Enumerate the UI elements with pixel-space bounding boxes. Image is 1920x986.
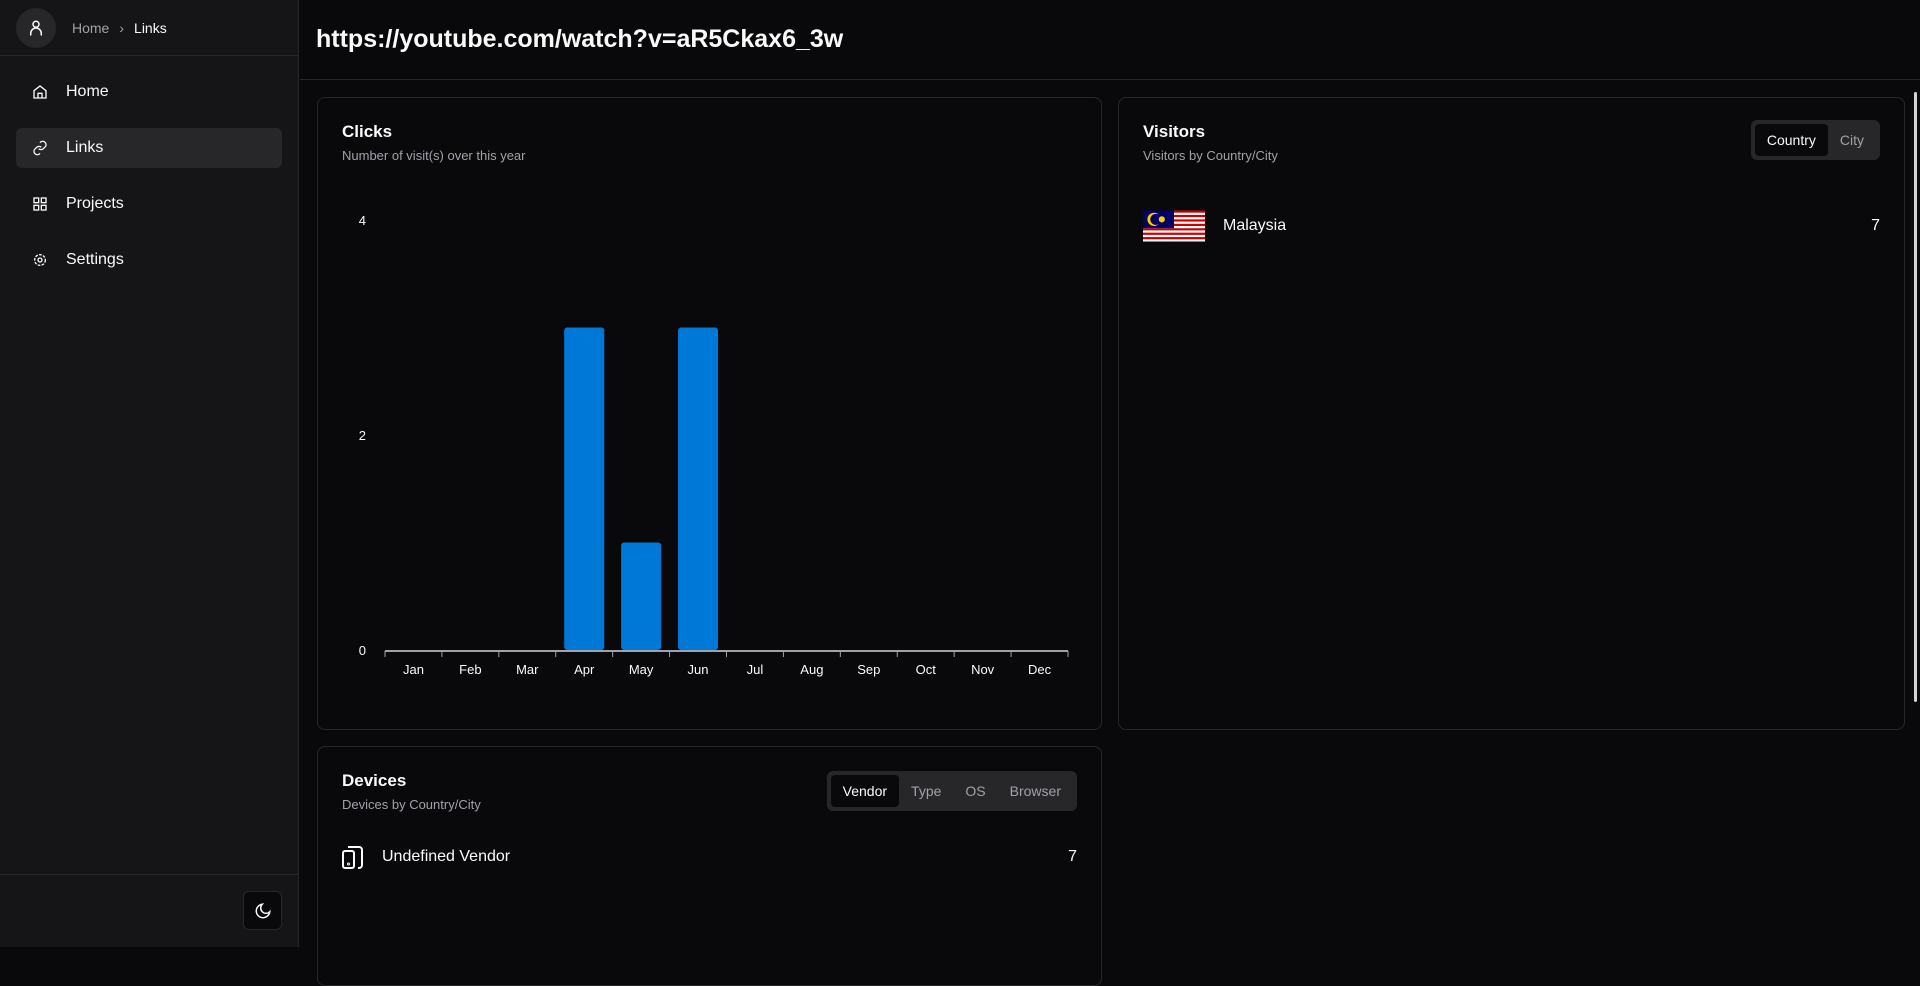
- device-icon: [342, 846, 363, 869]
- visitors-card: Visitors Visitors by Country/City Countr…: [1118, 97, 1905, 730]
- sidebar-item-label: Settings: [66, 251, 124, 268]
- avatar[interactable]: [16, 7, 56, 48]
- breadcrumb-home[interactable]: Home: [72, 19, 110, 36]
- x-tick-label: Oct: [916, 662, 937, 677]
- user-icon: [30, 20, 42, 35]
- tab-city[interactable]: City: [1839, 132, 1864, 148]
- y-tick-label: 0: [359, 643, 366, 658]
- country-name: Malaysia: [1223, 217, 1287, 234]
- x-tick-label: Jun: [688, 662, 709, 677]
- x-tick-label: May: [629, 662, 654, 677]
- vendor-name: Undefined Vendor: [382, 848, 511, 865]
- moon-icon: [255, 902, 271, 918]
- x-tick-label: Nov: [971, 662, 995, 677]
- theme-toggle-button[interactable]: [243, 891, 282, 930]
- sidebar: Home › Links Home Links Projects Setting…: [0, 0, 299, 947]
- list-item: Undefined Vendor 7: [342, 842, 1077, 872]
- home-icon: [33, 85, 47, 99]
- visitors-tabs: Country City: [1750, 120, 1880, 160]
- x-tick-label: Jul: [747, 662, 764, 677]
- devices-tabs: Vendor Type OS Browser: [826, 771, 1077, 811]
- bar-may: [621, 542, 662, 650]
- list-item: Malaysia 7: [1143, 206, 1880, 246]
- tab-type[interactable]: Type: [911, 783, 942, 799]
- malaysia-flag-icon: [1143, 210, 1205, 242]
- tab-vendor[interactable]: Vendor: [830, 775, 900, 807]
- clicks-subtitle: Number of visit(s) over this year: [342, 148, 526, 163]
- device-count: 7: [1068, 848, 1077, 865]
- sidebar-header: Home › Links: [0, 0, 298, 56]
- projects-icon: [33, 197, 47, 211]
- x-tick-label: Feb: [459, 662, 481, 677]
- sidebar-item-projects[interactable]: Projects: [16, 184, 282, 224]
- visitors-title: Visitors: [1143, 122, 1206, 141]
- devices-title: Devices: [342, 771, 407, 790]
- bar-jun: [678, 327, 719, 650]
- visitors-subtitle: Visitors by Country/City: [1143, 148, 1278, 163]
- tab-os[interactable]: OS: [965, 783, 986, 799]
- page-title: https://youtube.com/watch?v=aR5Ckax6_3w: [300, 0, 1920, 80]
- scrollbar[interactable]: [1914, 92, 1917, 702]
- y-tick-label: 2: [359, 428, 366, 443]
- x-tick-label: Sep: [857, 662, 880, 677]
- clicks-card: Clicks Number of visit(s) over this year…: [317, 97, 1102, 730]
- link-icon: [33, 140, 47, 156]
- devices-card: Devices Devices by Country/City Vendor T…: [317, 746, 1102, 986]
- x-tick-label: Aug: [800, 662, 823, 677]
- sidebar-item-links[interactable]: Links: [16, 128, 282, 168]
- clicks-chart: 0 2 4 Jan Feb Mar Apr May Jun Jul Aug Sep Oct Nov Dec: [359, 213, 1069, 677]
- sidebar-item-home[interactable]: Home: [16, 72, 282, 112]
- tab-browser[interactable]: Browser: [1009, 783, 1061, 799]
- sidebar-footer: [0, 874, 298, 930]
- sidebar-item-label: Home: [66, 83, 109, 100]
- sidebar-item-label: Projects: [66, 195, 124, 212]
- gear-icon: [34, 254, 46, 266]
- visitor-count: 7: [1871, 217, 1880, 234]
- breadcrumb: Home › Links: [72, 20, 167, 36]
- sidebar-item-label: Links: [66, 139, 104, 156]
- y-tick-label: 4: [359, 213, 366, 228]
- clicks-title: Clicks: [342, 122, 393, 141]
- devices-subtitle: Devices by Country/City: [342, 797, 481, 812]
- chevron-right-icon: ›: [119, 19, 125, 36]
- x-tick-label: Dec: [1028, 662, 1052, 677]
- sidebar-item-settings[interactable]: Settings: [16, 240, 282, 280]
- breadcrumb-current: Links: [134, 19, 167, 36]
- tab-country[interactable]: Country: [1754, 124, 1828, 156]
- sidebar-nav: Home Links Projects Settings: [0, 56, 298, 280]
- x-tick-label: Apr: [574, 662, 595, 677]
- x-tick-label: Jan: [403, 662, 424, 677]
- bar-apr: [564, 327, 605, 650]
- x-tick-label: Mar: [516, 662, 539, 677]
